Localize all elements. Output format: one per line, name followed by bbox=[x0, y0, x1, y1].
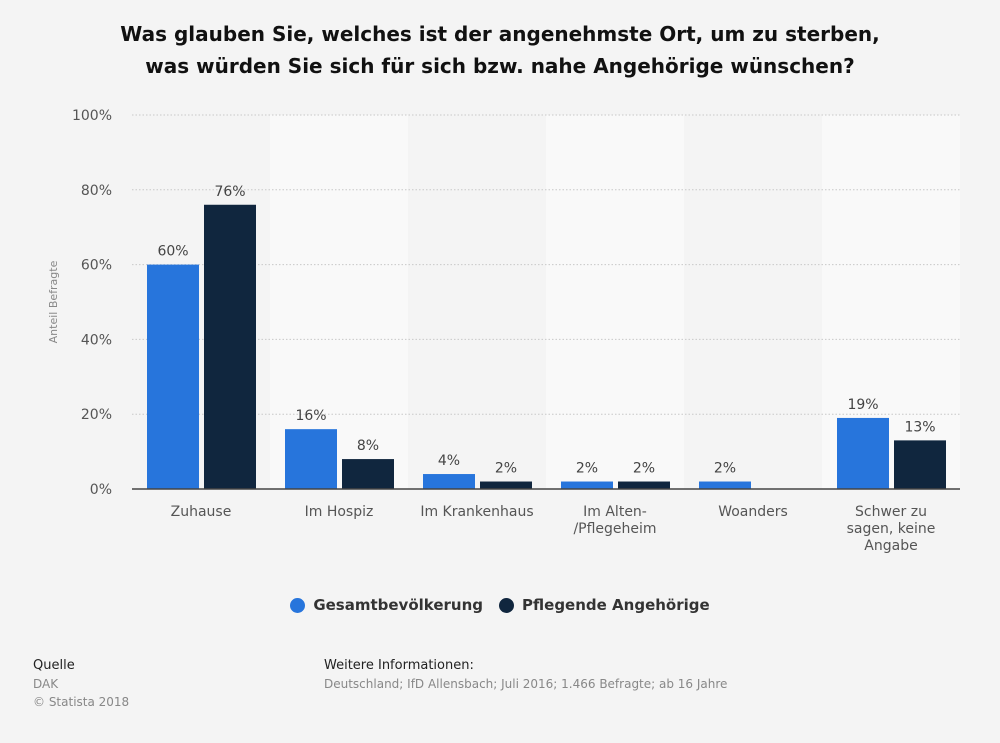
bar-gesamt bbox=[147, 264, 199, 489]
data-label: 60% bbox=[157, 244, 188, 260]
y-tick-label: 80% bbox=[81, 183, 112, 199]
x-tick-label: Angabe bbox=[864, 538, 917, 554]
data-label: 19% bbox=[847, 397, 878, 413]
data-label: 76% bbox=[214, 184, 245, 200]
category-band bbox=[270, 115, 408, 489]
bar-gesamt bbox=[699, 481, 751, 489]
y-tick-label: 0% bbox=[90, 482, 112, 498]
data-label: 2% bbox=[576, 461, 598, 477]
x-tick-label: Im Krankenhaus bbox=[420, 504, 533, 520]
y-tick-label: 40% bbox=[81, 332, 112, 348]
title-line-1: Was glauben Sie, welches ist der angeneh… bbox=[120, 22, 880, 46]
data-label: 2% bbox=[495, 461, 517, 477]
info-text: Deutschland; IfD Allensbach; Juli 2016; … bbox=[324, 677, 728, 691]
legend-dot-blue bbox=[290, 597, 306, 613]
data-label: 4% bbox=[438, 453, 460, 469]
x-tick-label: sagen, keine bbox=[847, 521, 936, 537]
x-tick-label: /Pflegeheim bbox=[573, 521, 656, 537]
source-heading: Quelle bbox=[33, 658, 75, 673]
legend-label: Gesamtbevölkerung bbox=[313, 596, 484, 614]
y-axis-label: Anteil Befragte bbox=[47, 260, 60, 343]
category-band bbox=[546, 115, 684, 489]
legend-label: Pflegende Angehörige bbox=[522, 596, 710, 614]
source-block: Quelle DAK © Statista 2018 bbox=[33, 657, 129, 711]
source-value: DAK bbox=[33, 677, 59, 691]
data-label: 2% bbox=[633, 461, 655, 477]
y-tick-label: 100% bbox=[72, 108, 112, 124]
legend-dot-navy bbox=[499, 597, 515, 613]
title-line-2: was würden Sie sich für sich bzw. nahe A… bbox=[145, 54, 855, 78]
bar-pflegende bbox=[480, 481, 532, 489]
legend-item-pflegende-angehoerige[interactable]: Pflegende Angehörige bbox=[499, 596, 710, 614]
chart-title: Was glauben Sie, welches ist der angeneh… bbox=[0, 18, 1000, 82]
data-label: 13% bbox=[904, 419, 935, 435]
bar-gesamt bbox=[423, 474, 475, 489]
x-tick-label: Zuhause bbox=[171, 504, 232, 520]
bar-pflegende bbox=[894, 440, 946, 489]
y-tick-label: 20% bbox=[81, 407, 112, 423]
data-label: 2% bbox=[714, 461, 736, 477]
bar-gesamt bbox=[561, 481, 613, 489]
x-tick-label: Im Hospiz bbox=[305, 504, 374, 520]
info-block: Weitere Informationen: Deutschland; IfD … bbox=[324, 657, 727, 693]
data-label: 16% bbox=[295, 408, 326, 424]
legend-item-gesamtbevoelkerung[interactable]: Gesamtbevölkerung bbox=[290, 596, 483, 614]
bar-pflegende bbox=[618, 481, 670, 489]
bar-gesamt bbox=[285, 429, 337, 489]
x-tick-label: Im Alten- bbox=[583, 504, 647, 520]
bar-gesamt bbox=[837, 417, 889, 489]
legend: Gesamtbevölkerung Pflegende Angehörige bbox=[0, 596, 1000, 614]
bar-pflegende bbox=[204, 204, 256, 489]
info-heading: Weitere Informationen: bbox=[324, 658, 474, 673]
x-tick-label: Woanders bbox=[718, 504, 788, 520]
y-tick-label: 60% bbox=[81, 258, 112, 274]
copyright: © Statista 2018 bbox=[33, 695, 130, 709]
bar-pflegende bbox=[342, 459, 394, 489]
x-tick-label: Schwer zu bbox=[855, 504, 927, 520]
data-label: 8% bbox=[357, 438, 379, 454]
